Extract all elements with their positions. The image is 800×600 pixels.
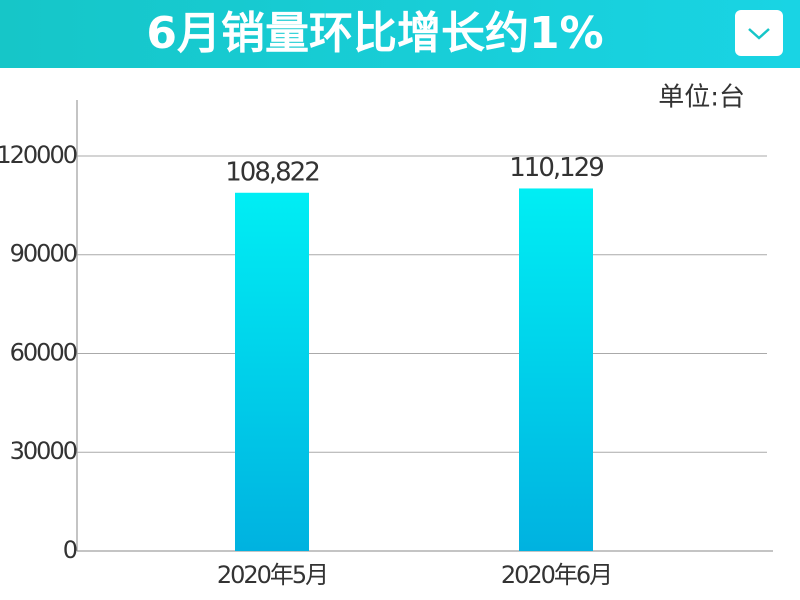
bar [519,188,593,551]
dropdown-button[interactable] [735,10,783,56]
x-tick-label: 2020年5月 [217,561,327,589]
y-tick-label: 120000 [0,141,77,169]
y-tick-label: 90000 [10,240,77,268]
y-tick-label: 0 [63,536,77,564]
dropdown-chevron[interactable] [748,28,770,40]
unit-label: 单位:台 [658,83,745,113]
header-bar [0,0,800,68]
chart-title: 6月销量环比增长约1% [146,8,603,59]
value-label: 110,129 [509,153,603,183]
bar [235,192,309,551]
y-tick-label: 60000 [10,338,77,366]
value-label: 108,822 [225,157,319,187]
x-tick-label: 2020年6月 [501,561,611,589]
dropdown-box[interactable] [735,10,783,56]
y-tick-label: 30000 [10,437,77,465]
